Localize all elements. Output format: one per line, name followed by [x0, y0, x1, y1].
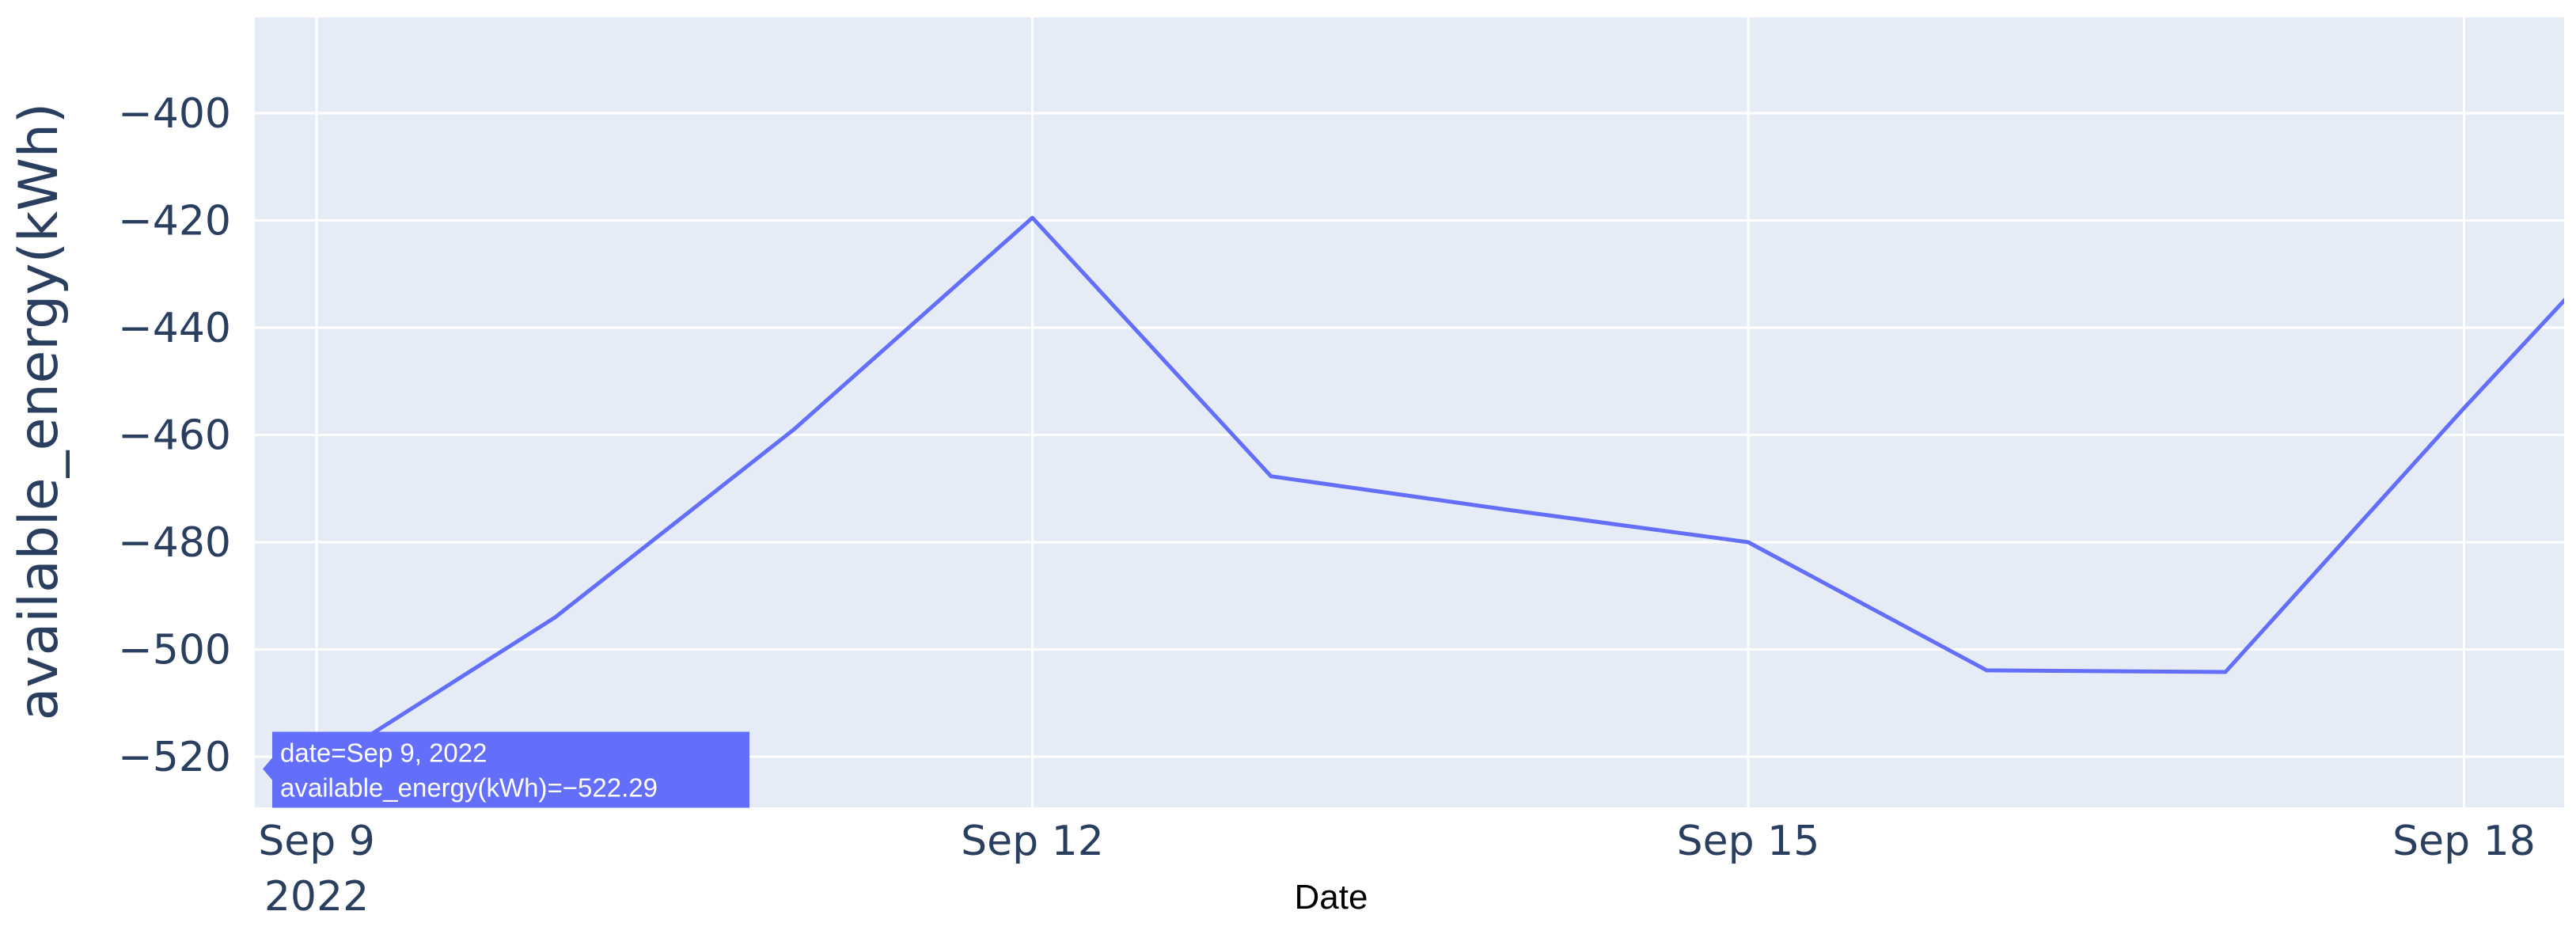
tooltip-value-text: available_energy(kWh)=−522.29	[280, 773, 658, 803]
y-tick-label: −440	[118, 305, 231, 352]
x-axis-title: Date	[1295, 878, 1368, 917]
y-tick-label: −500	[118, 627, 231, 674]
tooltip-box	[272, 731, 749, 808]
y-tick-label: −420	[118, 198, 231, 245]
y-tick-label: −400	[118, 90, 231, 138]
y-axis-title: available_energy(kWh)	[8, 103, 70, 721]
y-tick-label: −460	[118, 412, 231, 460]
y-axis-ticks: −400 −420 −440 −460 −480 −500 −520	[118, 90, 231, 781]
hover-tooltip: date=Sep 9, 2022 available_energy(kWh)=−…	[263, 731, 749, 808]
y-tick-label: −520	[118, 734, 231, 781]
tooltip-pointer	[263, 757, 272, 780]
x-tick-sublabel: 2022	[264, 873, 369, 921]
x-tick-label: Sep 12	[961, 818, 1104, 865]
tooltip-date-text: date=Sep 9, 2022	[280, 738, 488, 768]
series-line	[315, 215, 2564, 771]
x-tick-label: Sep 9	[258, 818, 375, 865]
plot-background	[255, 17, 2564, 807]
x-tick-label: Sep 15	[1677, 818, 1820, 865]
y-tick-label: −480	[118, 519, 231, 567]
x-tick-label: Sep 18	[2392, 818, 2536, 865]
